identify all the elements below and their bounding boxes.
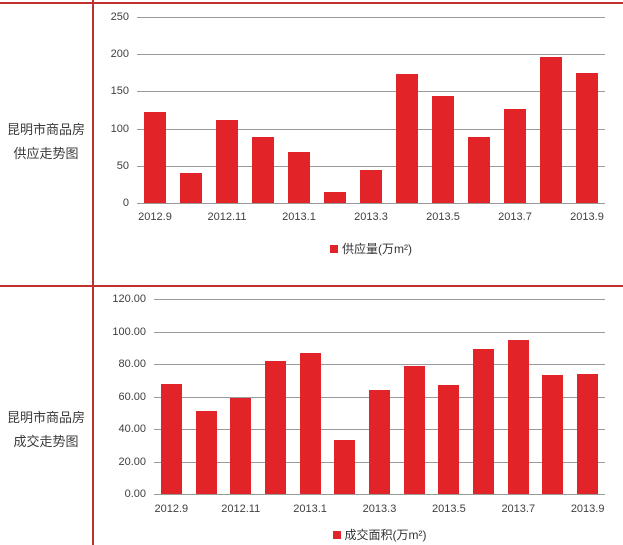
bar	[577, 373, 599, 494]
bar	[576, 72, 598, 203]
y-axis-tick-label: 0.00	[124, 488, 146, 500]
supply-chart-title: 昆明市商品房 供应走势图	[0, 118, 92, 166]
gridline	[137, 54, 605, 56]
bar	[144, 112, 166, 203]
x-axis-tick-label: 2012.9	[138, 211, 172, 223]
x-axis-tick-label: 2013.9	[570, 503, 605, 515]
x-axis-tick-label: 2012.9	[154, 503, 189, 515]
supply-chart-title-line2: 供应走势图	[13, 146, 79, 161]
y-axis-tick-label: 150	[110, 85, 129, 98]
x-axis-tick-label: 2013.7	[498, 211, 532, 223]
deal-chart: 0.00 20.00 40.00 60.00 80.00 100.00 120.00 2012…	[94, 286, 623, 545]
y-axis-tick-label: 100	[110, 122, 129, 135]
bar	[264, 360, 286, 494]
bar	[180, 173, 202, 203]
supply-chart-title-line1: 昆明市商品房	[6, 122, 85, 137]
gridline	[137, 91, 605, 93]
bar	[540, 57, 562, 203]
left-column-divider-line	[92, 0, 94, 545]
gridline	[154, 364, 605, 365]
bar	[438, 385, 460, 494]
x-axis-tick-label: 2013.9	[570, 211, 604, 223]
bar	[230, 398, 252, 494]
bar	[542, 375, 564, 494]
y-axis-tick-label: 80.00	[118, 358, 146, 370]
bar	[160, 383, 182, 494]
bar	[195, 411, 217, 494]
y-axis-tick-label: 120.00	[112, 293, 146, 305]
supply-chart: 0 50 100 150 200 250 2012.9 2012.11 2013.1 2013.3…	[94, 3, 623, 285]
bar	[403, 365, 425, 494]
x-axis-tick-label: 2013.1	[282, 211, 316, 223]
top-border-line	[0, 2, 623, 4]
x-axis-tick-label: 2013.5	[426, 211, 460, 223]
bar	[360, 170, 382, 203]
y-axis-tick-label: 100.00	[112, 325, 146, 338]
bar	[369, 390, 390, 494]
bar	[504, 109, 526, 203]
bar	[468, 136, 490, 203]
x-axis-tick-label: 2013.7	[501, 503, 536, 515]
gridline	[137, 128, 605, 130]
bar	[334, 440, 356, 494]
y-axis-tick-label: 20.00	[118, 455, 146, 468]
y-axis-tick-label: 40.00	[118, 423, 146, 435]
bar	[216, 120, 238, 203]
x-axis-tick-label: 2012.11	[221, 503, 261, 515]
bar	[396, 74, 418, 203]
bar	[432, 95, 454, 203]
bar	[473, 349, 495, 494]
legend-label: 成交面积(万m²)	[344, 528, 427, 542]
y-axis-tick-label: 0	[122, 197, 129, 209]
x-axis-tick-label: 2012.11	[207, 211, 247, 223]
legend-swatch-icon	[330, 245, 338, 253]
gridline	[137, 203, 605, 204]
gridline	[137, 165, 605, 167]
gridline	[154, 299, 605, 300]
deal-chart-title: 昆明市商品房 成交走势图	[0, 406, 92, 454]
x-axis-tick-label: 2013.1	[293, 503, 327, 515]
y-axis-tick-label: 60.00	[118, 390, 146, 403]
section-divider-line	[0, 285, 623, 287]
bar	[324, 191, 346, 203]
x-axis-tick-label: 2013.5	[432, 503, 466, 515]
bar	[299, 352, 321, 494]
y-axis-tick-label: 250	[110, 11, 129, 23]
bar	[288, 151, 310, 203]
legend: 供应量(万m²)	[137, 240, 605, 257]
deal-chart-title-line1: 昆明市商品房	[6, 410, 85, 425]
deal-chart-title-line2: 成交走势图	[13, 434, 79, 449]
gridline	[154, 494, 605, 495]
y-axis-tick-label: 50	[116, 159, 129, 172]
gridline	[137, 17, 605, 18]
legend-swatch-icon	[332, 531, 341, 539]
x-axis-tick-label: 2013.3	[354, 211, 388, 223]
gridline	[154, 331, 605, 333]
legend: 成交面积(万m²)	[154, 526, 605, 543]
bar	[507, 339, 529, 494]
bar	[252, 136, 274, 203]
legend-label: 供应量(万m²)	[342, 242, 412, 256]
y-axis-tick-label: 200	[110, 48, 129, 61]
x-axis-tick-label: 2013.3	[362, 503, 397, 515]
